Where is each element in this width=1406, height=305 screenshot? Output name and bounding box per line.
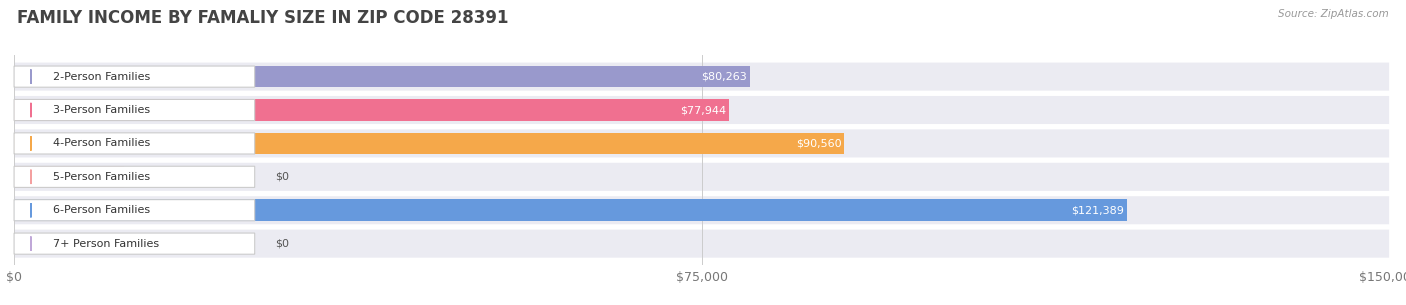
Text: $80,263: $80,263 [702, 72, 747, 82]
Text: 4-Person Families: 4-Person Families [52, 138, 150, 149]
Text: 2-Person Families: 2-Person Families [52, 72, 150, 82]
FancyBboxPatch shape [14, 166, 254, 187]
Text: 5-Person Families: 5-Person Families [52, 172, 149, 182]
Bar [14, 66, 749, 88]
Bar [14, 166, 124, 188]
Text: 6-Person Families: 6-Person Families [52, 205, 149, 215]
FancyBboxPatch shape [14, 230, 1389, 258]
FancyBboxPatch shape [14, 63, 1389, 91]
FancyBboxPatch shape [14, 233, 254, 254]
FancyBboxPatch shape [14, 200, 254, 221]
FancyBboxPatch shape [14, 129, 1389, 157]
Text: $90,560: $90,560 [796, 138, 841, 149]
Text: 7+ Person Families: 7+ Person Families [52, 239, 159, 249]
Text: Source: ZipAtlas.com: Source: ZipAtlas.com [1278, 9, 1389, 19]
FancyBboxPatch shape [14, 66, 254, 87]
FancyBboxPatch shape [14, 133, 254, 154]
FancyBboxPatch shape [14, 196, 1389, 224]
Text: $0: $0 [276, 172, 290, 182]
FancyBboxPatch shape [14, 96, 1389, 124]
FancyBboxPatch shape [14, 163, 1389, 191]
Text: $121,389: $121,389 [1071, 205, 1125, 215]
Text: FAMILY INCOME BY FAMALIY SIZE IN ZIP CODE 28391: FAMILY INCOME BY FAMALIY SIZE IN ZIP COD… [17, 9, 509, 27]
Text: 3-Person Families: 3-Person Families [52, 105, 149, 115]
Bar [14, 99, 728, 121]
Bar [14, 233, 124, 254]
Bar [14, 133, 844, 154]
Text: $77,944: $77,944 [679, 105, 725, 115]
Text: $0: $0 [276, 239, 290, 249]
FancyBboxPatch shape [14, 99, 254, 120]
Bar [14, 199, 1126, 221]
